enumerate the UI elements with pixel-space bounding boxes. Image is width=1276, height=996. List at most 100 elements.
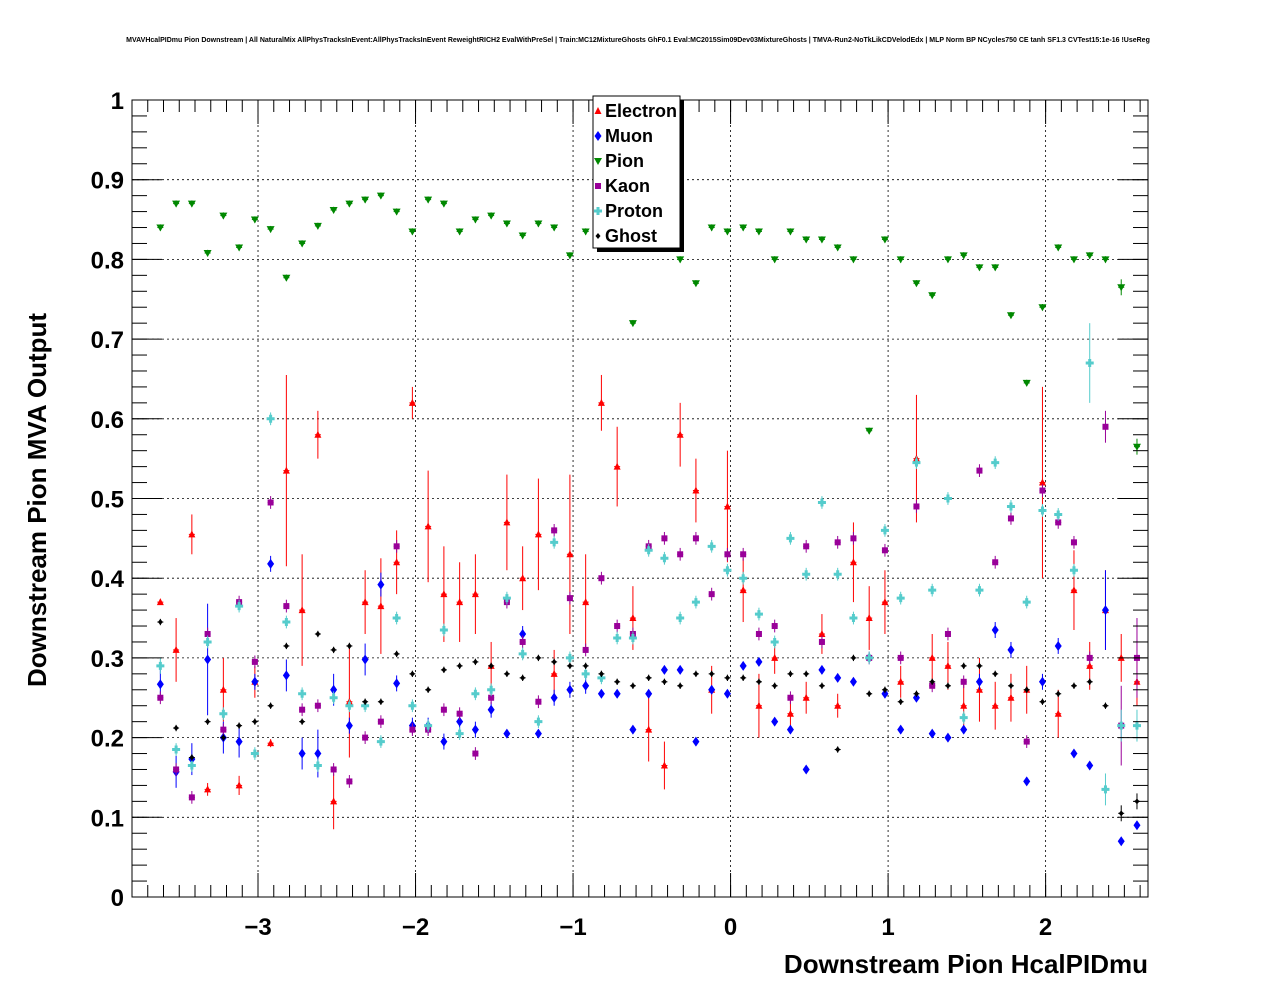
data-point	[488, 694, 495, 701]
data-point	[424, 522, 432, 530]
data-point	[597, 398, 605, 406]
data-point	[187, 200, 196, 208]
data-point	[976, 662, 982, 669]
data-point	[503, 728, 511, 739]
data-point	[550, 669, 558, 677]
data-point	[897, 677, 905, 685]
data-point	[472, 658, 478, 665]
data-point	[235, 781, 243, 789]
data-point	[535, 698, 542, 705]
data-point	[550, 224, 559, 232]
legend-entry-electron: Electron	[594, 101, 677, 121]
data-point	[802, 693, 810, 701]
data-point	[534, 530, 542, 538]
data-point	[566, 595, 573, 602]
data-point	[912, 692, 920, 703]
legend-marker	[594, 131, 602, 141]
data-point	[976, 467, 983, 474]
data-point	[393, 543, 400, 550]
data-point	[646, 674, 652, 681]
data-point	[376, 737, 385, 746]
data-point	[786, 709, 794, 717]
data-point	[692, 535, 699, 542]
data-point	[913, 503, 920, 510]
data-point	[817, 236, 826, 244]
data-point	[534, 220, 543, 228]
data-point	[865, 653, 874, 662]
data-point	[959, 713, 968, 722]
data-point	[439, 200, 448, 208]
data-point	[189, 754, 195, 761]
data-point	[1038, 676, 1046, 687]
data-point	[740, 551, 747, 558]
data-point	[1038, 304, 1047, 312]
data-point	[424, 721, 433, 730]
data-point	[205, 718, 211, 725]
data-point	[866, 690, 872, 697]
data-point	[361, 598, 369, 606]
data-point	[266, 226, 275, 234]
data-point	[1024, 686, 1030, 693]
data-point	[471, 590, 479, 598]
data-point	[613, 462, 621, 470]
x-tick-label: −2	[402, 914, 429, 941]
data-point	[834, 701, 842, 709]
data-point	[693, 670, 699, 677]
data-point	[518, 232, 527, 240]
data-point	[943, 494, 952, 503]
data-point	[518, 649, 527, 658]
data-point	[313, 761, 322, 770]
data-point	[645, 725, 653, 733]
data-point	[755, 701, 763, 709]
data-point	[329, 693, 338, 702]
data-point	[204, 785, 212, 793]
data-point	[551, 527, 558, 534]
data-point	[771, 653, 779, 661]
data-point	[331, 646, 337, 653]
data-point	[786, 724, 794, 735]
data-point	[1101, 605, 1109, 616]
data-point	[519, 574, 527, 582]
data-point	[392, 614, 401, 623]
grid-lines	[132, 100, 1148, 897]
data-point	[267, 499, 274, 506]
data-point	[992, 670, 998, 677]
data-point	[251, 658, 258, 665]
data-point	[723, 688, 731, 699]
data-point	[455, 228, 464, 236]
data-point	[943, 256, 952, 264]
data-point	[897, 724, 905, 735]
data-point	[298, 689, 307, 698]
legend-marker	[595, 233, 601, 239]
data-point	[220, 726, 227, 733]
data-point	[1132, 443, 1141, 451]
data-point	[408, 228, 417, 236]
data-point	[613, 633, 622, 642]
data-point	[519, 638, 526, 645]
data-point	[330, 684, 338, 695]
data-point	[471, 216, 480, 224]
data-point	[393, 678, 401, 689]
data-point	[913, 690, 919, 697]
data-point	[1085, 359, 1094, 368]
data-point	[975, 586, 984, 595]
data-point	[660, 761, 668, 769]
data-point	[1023, 776, 1031, 787]
data-point	[1118, 810, 1124, 817]
data-point	[534, 728, 542, 739]
data-point	[676, 614, 685, 623]
data-point	[299, 718, 305, 725]
data-point	[628, 320, 637, 328]
legend-box	[592, 95, 681, 249]
x-tick-label: 2	[1039, 914, 1052, 941]
data-point	[628, 633, 637, 642]
data-point	[409, 670, 415, 677]
data-point	[754, 610, 763, 619]
data-point	[897, 654, 904, 661]
data-point	[1117, 721, 1126, 730]
data-point	[849, 256, 858, 264]
data-point	[504, 670, 510, 677]
data-point	[219, 709, 228, 718]
data-point	[456, 716, 464, 727]
data-point	[598, 670, 604, 677]
